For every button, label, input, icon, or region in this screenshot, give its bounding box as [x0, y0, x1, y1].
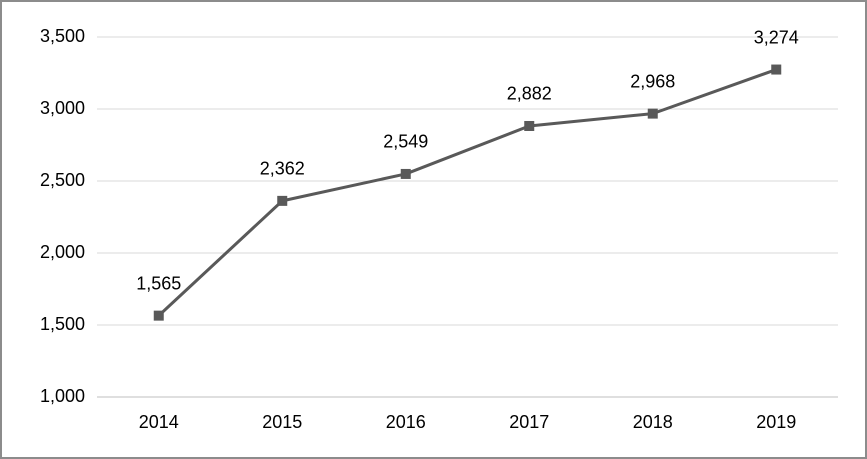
y-tick-label: 3,500	[40, 26, 85, 46]
x-tick-label: 2015	[262, 412, 302, 432]
data-line	[157, 68, 777, 317]
y-tick-label: 2,000	[40, 242, 85, 262]
data-marker	[153, 310, 164, 321]
data-label: 3,274	[754, 27, 799, 47]
data-label: 2,968	[630, 71, 675, 91]
y-tick-label: 1,000	[40, 386, 85, 406]
data-marker	[400, 168, 411, 179]
x-tick-label: 2018	[633, 412, 673, 432]
x-tick-label: 2016	[386, 412, 426, 432]
y-tick-label: 2,500	[40, 170, 85, 190]
data-label: 2,549	[383, 132, 428, 152]
data-marker	[277, 195, 288, 206]
x-tick-label: 2014	[139, 412, 179, 432]
data-marker	[524, 120, 535, 131]
data-marker	[771, 64, 782, 75]
x-tick-label: 2017	[509, 412, 549, 432]
x-tick-label: 2019	[756, 412, 796, 432]
y-tick-label: 3,000	[40, 98, 85, 118]
y-tick-label: 1,500	[40, 314, 85, 334]
data-label: 1,565	[136, 273, 181, 293]
data-label: 2,362	[260, 159, 305, 179]
data-label: 2,882	[507, 84, 552, 104]
data-marker	[647, 108, 658, 119]
